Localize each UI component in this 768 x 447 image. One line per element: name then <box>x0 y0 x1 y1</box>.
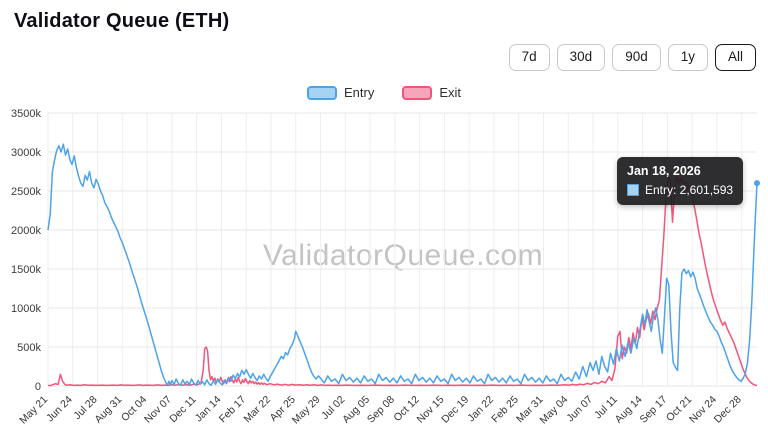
range-button-30d[interactable]: 30d <box>556 44 606 71</box>
tooltip-date: Jan 18, 2026 <box>627 164 701 178</box>
chart-area[interactable]: ValidatorQueue.com 0 500k 1000k 1500k 2000k 2… <box>0 103 768 447</box>
entry-series-swatch-icon <box>306 85 337 100</box>
range-button-all[interactable]: All <box>714 44 756 71</box>
chart-legend: Entry Exit <box>0 85 768 100</box>
y-tick-label: 1500k <box>11 264 41 276</box>
range-button-7d[interactable]: 7d <box>508 44 550 71</box>
x-tick-label: Sep 08 <box>365 394 397 426</box>
hovered-point-marker <box>754 180 760 187</box>
x-tick-label: Nov 07 <box>142 394 174 426</box>
y-tick-label: 3000k <box>11 147 41 159</box>
exit-series-line <box>47 174 758 387</box>
x-tick-label: Feb 17 <box>217 394 249 426</box>
range-button-1y[interactable]: 1y <box>667 44 708 71</box>
x-tick-label: Jun 24 <box>44 394 75 425</box>
y-tick-label: 1000k <box>11 303 41 315</box>
range-button-group: 7d 30d 90d 1y All <box>508 44 756 71</box>
y-tick-label: 500k <box>17 342 41 354</box>
x-tick-label: May 04 <box>538 394 571 427</box>
x-tick-label: May 29 <box>290 394 323 427</box>
range-button-90d[interactable]: 90d <box>612 44 661 71</box>
x-tick-label: Jun 07 <box>564 394 595 425</box>
exit-series-swatch-icon <box>402 85 433 100</box>
legend-item-entry[interactable]: Entry <box>306 85 375 100</box>
x-tick-label: Dec 28 <box>712 394 744 426</box>
x-tick-label: Aug 31 <box>92 394 124 426</box>
page-title: Validator Queue (ETH) <box>14 10 230 32</box>
watermark-text: ValidatorQueue.com <box>262 239 544 272</box>
x-tick-label: Sep 17 <box>637 394 669 426</box>
tooltip-entry-value: Entry: 2,601,593 <box>645 183 734 197</box>
x-tick-label: Feb 25 <box>489 394 521 426</box>
x-tick-label: Dec 19 <box>439 394 471 426</box>
y-tick-label: 0 <box>35 381 41 393</box>
tooltip-entry-row: Entry: 2,601,593 <box>627 183 733 197</box>
y-tick-label: 3500k <box>11 108 41 120</box>
exit-series-label: Exit <box>439 85 461 100</box>
entry-series-label: Entry <box>343 85 375 100</box>
y-tick-label: 2000k <box>11 225 41 237</box>
x-tick-label: Dec 11 <box>167 394 199 426</box>
entry-series-line <box>47 143 758 386</box>
legend-item-exit[interactable]: Exit <box>402 85 461 100</box>
x-tick-label: May 21 <box>17 394 50 427</box>
tooltip-entry-swatch-icon <box>627 184 639 196</box>
x-tick-label: Mar 22 <box>241 394 273 426</box>
y-tick-label: 2500k <box>11 186 41 198</box>
chart-canvas[interactable]: 0 500k 1000k 1500k 2000k 2500k 3000k 3500k May 2… <box>0 103 768 447</box>
chart-tooltip: Jan 18, 2026 Entry: 2,601,593 <box>617 157 744 205</box>
